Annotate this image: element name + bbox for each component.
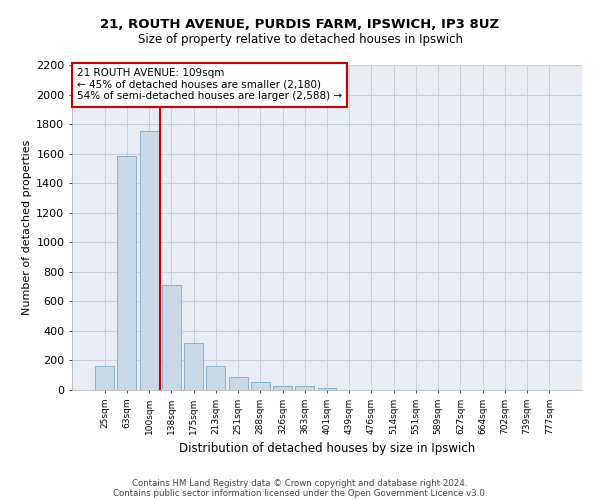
Bar bbox=[140, 130, 158, 390]
Text: Contains public sector information licensed under the Open Government Licence v3: Contains public sector information licen… bbox=[113, 488, 487, 498]
Text: 21, ROUTH AVENUE, PURDIS FARM, IPSWICH, IP3 8UZ: 21, ROUTH AVENUE, PURDIS FARM, IPSWICH, … bbox=[100, 18, 500, 30]
Bar bbox=[206, 366, 225, 390]
Y-axis label: Number of detached properties: Number of detached properties bbox=[22, 140, 32, 315]
Bar bbox=[273, 386, 292, 390]
Text: 21 ROUTH AVENUE: 109sqm
← 45% of detached houses are smaller (2,180)
54% of semi: 21 ROUTH AVENUE: 109sqm ← 45% of detache… bbox=[77, 68, 342, 102]
Bar bbox=[251, 382, 270, 390]
Bar bbox=[118, 156, 136, 390]
Bar bbox=[229, 376, 248, 390]
Text: Contains HM Land Registry data © Crown copyright and database right 2024.: Contains HM Land Registry data © Crown c… bbox=[132, 478, 468, 488]
Bar bbox=[184, 344, 203, 390]
X-axis label: Distribution of detached houses by size in Ipswich: Distribution of detached houses by size … bbox=[179, 442, 475, 456]
Text: Size of property relative to detached houses in Ipswich: Size of property relative to detached ho… bbox=[137, 32, 463, 46]
Bar bbox=[317, 388, 337, 390]
Bar bbox=[162, 285, 181, 390]
Bar bbox=[295, 386, 314, 390]
Bar bbox=[95, 366, 114, 390]
